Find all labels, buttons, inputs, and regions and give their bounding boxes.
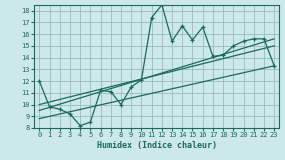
X-axis label: Humidex (Indice chaleur): Humidex (Indice chaleur) xyxy=(97,141,217,150)
